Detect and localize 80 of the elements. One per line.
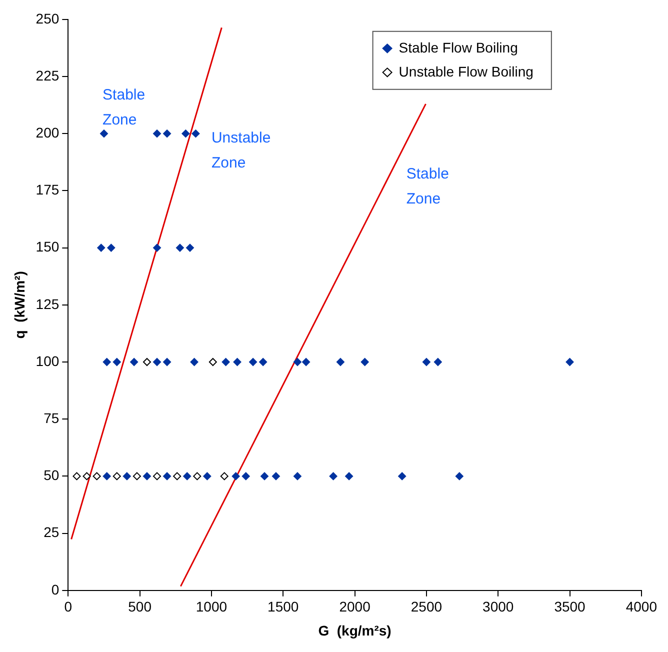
- point: [142, 472, 151, 480]
- point: [233, 358, 242, 366]
- point: [153, 244, 162, 252]
- point: [102, 472, 111, 480]
- point: [193, 472, 202, 480]
- y-tick-label: 175: [36, 182, 60, 198]
- point: [112, 358, 121, 366]
- point: [434, 358, 442, 366]
- point: [190, 358, 198, 366]
- point: [203, 472, 212, 480]
- y-tick-label: 200: [36, 124, 60, 140]
- point: [336, 358, 344, 366]
- y-tick-label: 50: [44, 467, 60, 484]
- y-tick-label: 75: [44, 410, 60, 426]
- x-tick-label: 0: [64, 598, 72, 615]
- point: [242, 472, 250, 480]
- point: [260, 472, 269, 480]
- x-tick-label: 1000: [196, 598, 228, 615]
- point: [122, 472, 131, 480]
- x-tick-label: 3500: [554, 598, 586, 615]
- annotation: Stable Zone: [406, 165, 449, 208]
- point: [566, 358, 574, 366]
- point: [132, 472, 141, 480]
- point: [183, 472, 192, 480]
- point: [153, 472, 162, 480]
- x-tick-label: 3000: [482, 598, 514, 615]
- point: [293, 472, 302, 480]
- x-tick-label: 2000: [339, 598, 371, 615]
- point: [302, 358, 310, 366]
- point: [102, 358, 111, 366]
- point: [455, 472, 464, 480]
- point: [112, 472, 121, 480]
- point: [163, 358, 172, 366]
- point: [153, 358, 162, 366]
- point: [232, 472, 240, 480]
- point: [398, 472, 406, 480]
- y-axis-title: q (kW/m²): [11, 271, 28, 339]
- y-tick-label: 100: [36, 352, 60, 369]
- y-tick-label: 25: [44, 524, 60, 540]
- point: [82, 472, 91, 480]
- point: [208, 358, 217, 366]
- annotation: Stable Zone: [102, 86, 146, 129]
- legend-label: Stable Flow Boiling: [398, 39, 518, 56]
- point: [130, 358, 138, 366]
- point: [259, 358, 268, 366]
- point: [345, 472, 354, 480]
- point: [163, 130, 172, 138]
- point: [92, 472, 101, 480]
- point: [293, 358, 302, 366]
- point: [153, 130, 162, 138]
- y-tick-label: 125: [36, 296, 60, 312]
- point: [163, 472, 172, 480]
- point: [182, 130, 190, 138]
- x-axis-title: G (kg/m²s): [318, 622, 392, 638]
- point: [100, 130, 108, 138]
- point: [220, 472, 228, 480]
- x-tick-label: 500: [128, 598, 152, 615]
- y-tick-label: 250: [36, 10, 60, 26]
- y-tick-label: 150: [36, 238, 60, 255]
- y-tick-label: 0: [51, 581, 60, 598]
- point: [249, 358, 258, 366]
- x-tick-label: 4000: [626, 598, 658, 615]
- point: [329, 472, 338, 480]
- point: [192, 130, 200, 138]
- y-tick-label: 225: [36, 67, 60, 84]
- point: [360, 358, 369, 366]
- point: [422, 358, 430, 366]
- annotation: Unstable Zone: [211, 129, 271, 172]
- point: [107, 244, 116, 252]
- point: [186, 244, 194, 252]
- point: [222, 358, 230, 366]
- x-tick-label: 2500: [410, 598, 442, 615]
- point: [173, 472, 182, 480]
- point: [97, 244, 106, 252]
- legend-label: Unstable Flow Boiling: [398, 63, 534, 80]
- point: [272, 472, 280, 480]
- x-tick-label: 1500: [268, 598, 299, 615]
- point: [72, 472, 81, 480]
- point: [142, 358, 151, 366]
- point: [176, 244, 184, 252]
